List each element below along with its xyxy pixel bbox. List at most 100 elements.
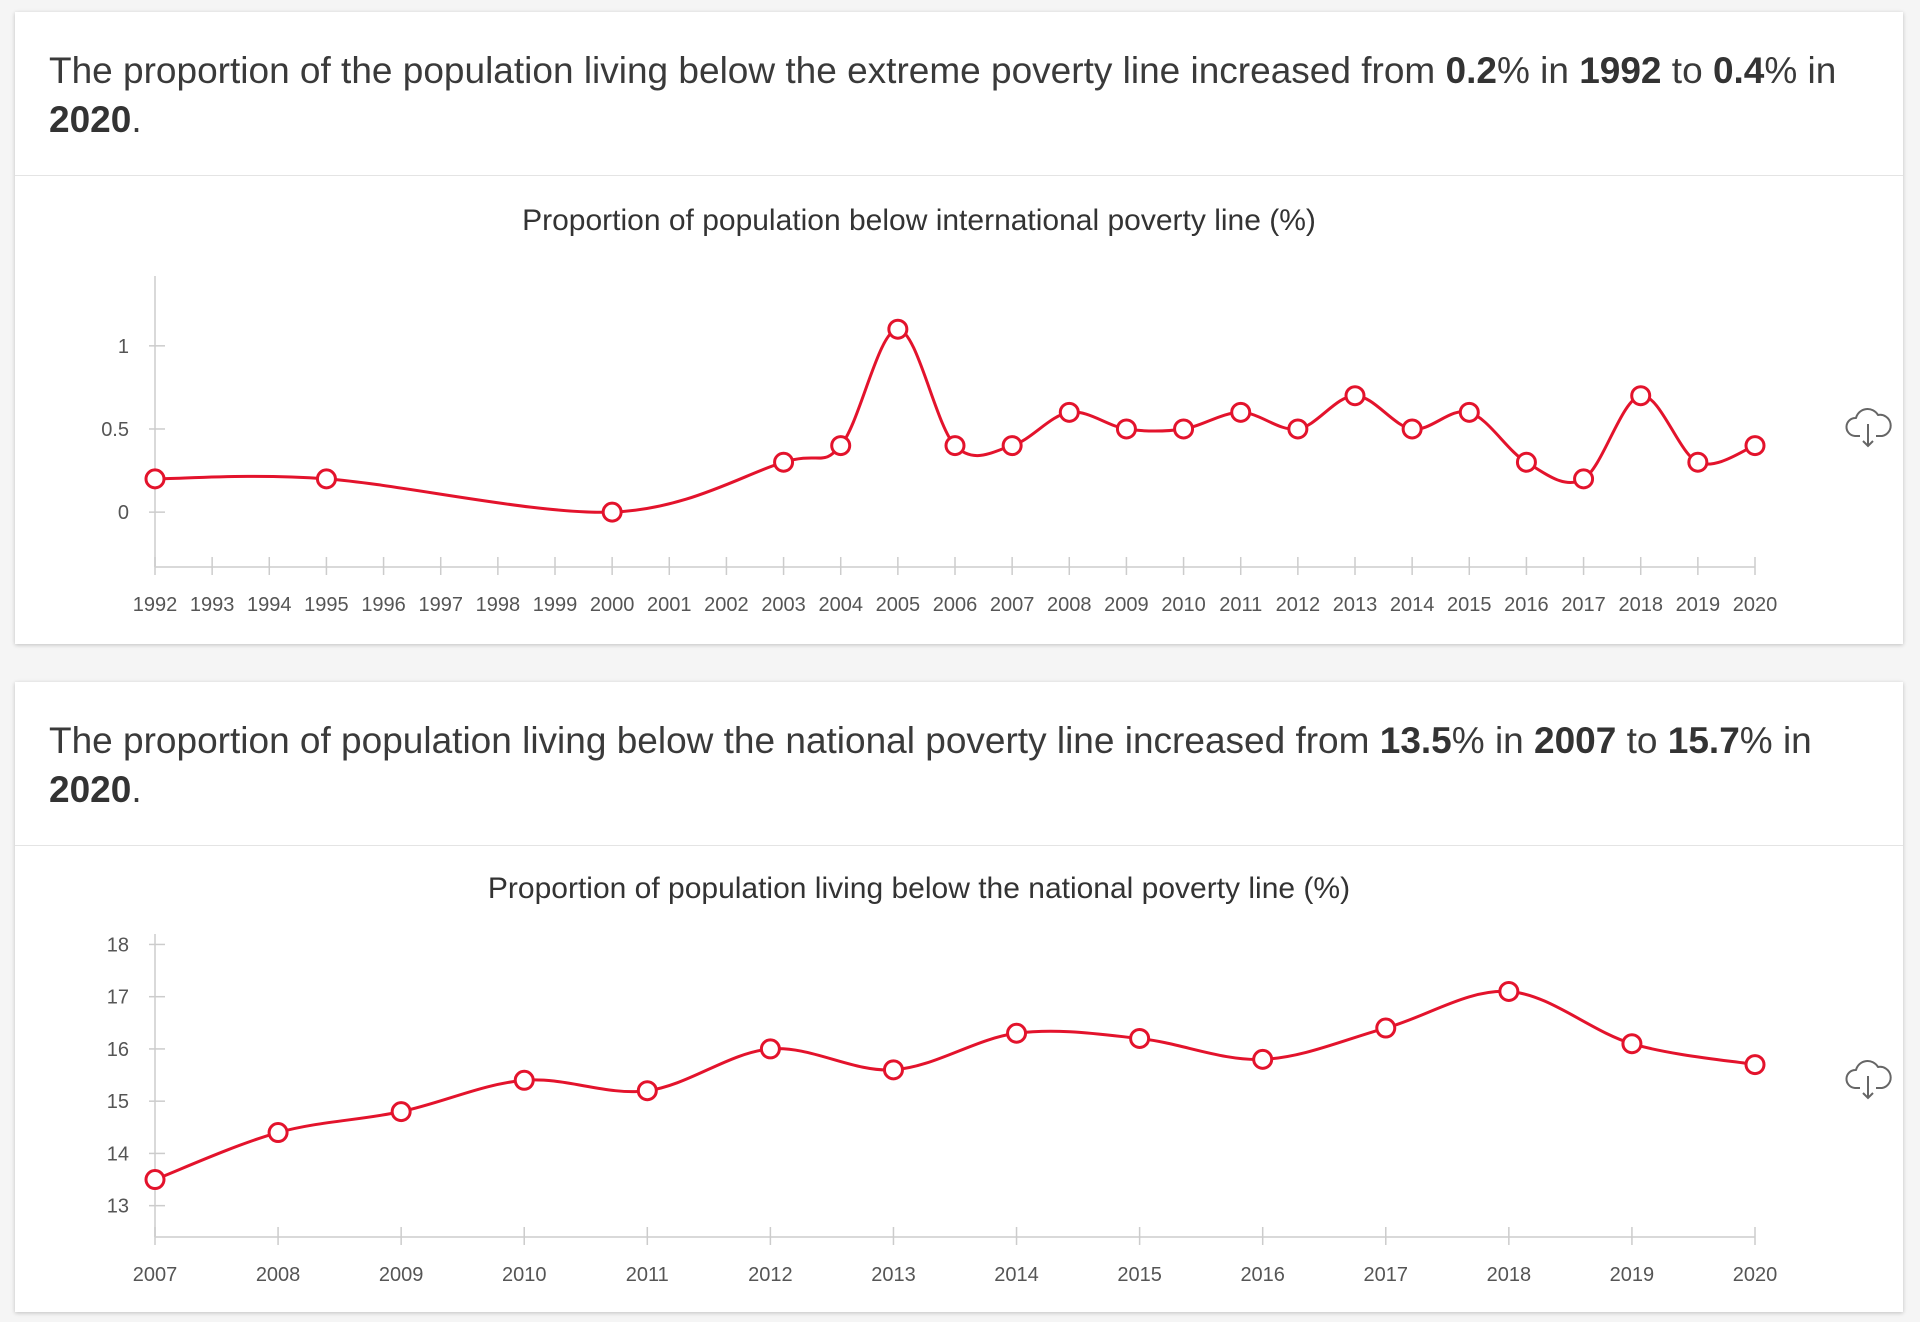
y-tick-label: 16 — [107, 1039, 129, 1061]
card-header: The proportion of the population living … — [15, 12, 1903, 176]
x-tick-label: 2008 — [256, 1264, 301, 1286]
x-tick-label: 2007 — [990, 594, 1035, 616]
x-tick-label: 2007 — [133, 1264, 178, 1286]
data-point[interactable] — [144, 468, 166, 490]
cloud-download-icon[interactable] — [1845, 408, 1892, 448]
cloud-shape — [1845, 1060, 1892, 1089]
data-point[interactable] — [1252, 1048, 1274, 1070]
data-point[interactable] — [315, 468, 337, 490]
x-tick-label: 1993 — [190, 594, 235, 616]
x-tick-label: 2016 — [1504, 594, 1549, 616]
x-tick-label: 2004 — [818, 594, 863, 616]
data-point[interactable] — [1115, 418, 1137, 440]
x-tick-label: 2011 — [1219, 594, 1262, 616]
data-point[interactable] — [1375, 1017, 1397, 1039]
data-point[interactable] — [1344, 385, 1366, 407]
data-point[interactable] — [1630, 385, 1652, 407]
data-point[interactable] — [944, 435, 966, 457]
x-tick-label: 2009 — [1104, 594, 1149, 616]
x-tick-label: 2018 — [1487, 1264, 1532, 1286]
x-tick-label: 2013 — [1333, 594, 1378, 616]
x-tick-label: 2010 — [502, 1264, 547, 1286]
x-tick-label: 1992 — [133, 594, 178, 616]
data-point[interactable] — [773, 451, 795, 473]
x-tick-label: 2014 — [1390, 594, 1435, 616]
data-point[interactable] — [759, 1038, 781, 1060]
x-tick-label: 1995 — [304, 594, 349, 616]
x-tick-label: 2017 — [1561, 594, 1606, 616]
x-tick-label: 2019 — [1676, 594, 1721, 616]
x-tick-label: 2015 — [1117, 1264, 1162, 1286]
x-tick-label: 2018 — [1618, 594, 1663, 616]
chart-title: Proportion of population living below th… — [488, 872, 1350, 905]
y-tick-label: 0 — [118, 502, 129, 524]
y-tick-label: 13 — [107, 1196, 129, 1218]
cloud-download-icon[interactable] — [1845, 1060, 1892, 1100]
y-tick-label: 14 — [107, 1143, 129, 1165]
data-point[interactable] — [1001, 435, 1023, 457]
headline: The proportion of the population living … — [49, 50, 1837, 140]
x-tick-label: 2010 — [1161, 594, 1206, 616]
y-tick-label: 17 — [107, 987, 129, 1009]
data-point[interactable] — [390, 1101, 412, 1123]
x-tick-label: 1997 — [418, 594, 463, 616]
data-point[interactable] — [1573, 468, 1595, 490]
data-point[interactable] — [1129, 1027, 1151, 1049]
x-tick-label: 2015 — [1447, 594, 1492, 616]
series-line — [154, 989, 1756, 1181]
y-tick-label: 1 — [118, 336, 129, 358]
data-point[interactable] — [887, 318, 909, 340]
data-point[interactable] — [1230, 401, 1252, 423]
data-point[interactable] — [882, 1059, 904, 1081]
data-point[interactable] — [1621, 1033, 1643, 1055]
chart-title: Proportion of population below internati… — [522, 204, 1316, 237]
x-tick-label: 1999 — [533, 594, 578, 616]
arrow-head — [1862, 440, 1874, 448]
data-point[interactable] — [830, 435, 852, 457]
data-point[interactable] — [1515, 451, 1537, 473]
data-point[interactable] — [1006, 1022, 1028, 1044]
data-point[interactable] — [1498, 980, 1520, 1002]
data-point[interactable] — [1058, 401, 1080, 423]
x-tick-label: 2002 — [704, 594, 749, 616]
data-point[interactable] — [1458, 401, 1480, 423]
card-header: The proportion of population living belo… — [15, 682, 1903, 846]
x-tick-label: 2001 — [647, 594, 692, 616]
x-tick-label: 2006 — [933, 594, 978, 616]
x-tick-label: 2020 — [1733, 1264, 1778, 1286]
series-line — [154, 327, 1756, 514]
x-tick-label: 1998 — [476, 594, 521, 616]
cloud-shape — [1845, 408, 1892, 437]
x-tick-label: 2005 — [876, 594, 921, 616]
data-point[interactable] — [636, 1080, 658, 1102]
line-chart-national-poverty: Proportion of population living below th… — [107, 872, 1892, 1286]
x-tick-label: 2008 — [1047, 594, 1092, 616]
data-point[interactable] — [1687, 451, 1709, 473]
data-point[interactable] — [1287, 418, 1309, 440]
x-tick-label: 2020 — [1733, 594, 1778, 616]
line-chart-international-poverty: Proportion of population below internati… — [101, 204, 1892, 616]
x-tick-label: 2019 — [1610, 1264, 1655, 1286]
chart-card-international-poverty: The proportion of the population living … — [15, 12, 1903, 644]
x-tick-label: 2013 — [871, 1264, 916, 1286]
data-point[interactable] — [1744, 1054, 1766, 1076]
data-point[interactable] — [513, 1069, 535, 1091]
data-point[interactable] — [1173, 418, 1195, 440]
data-point[interactable] — [144, 1169, 166, 1191]
data-point[interactable] — [1744, 435, 1766, 457]
x-tick-label: 2016 — [1240, 1264, 1285, 1286]
headline: The proportion of population living belo… — [49, 720, 1812, 810]
data-point[interactable] — [267, 1122, 289, 1144]
x-tick-label: 2000 — [590, 594, 635, 616]
arrow-head — [1862, 1092, 1874, 1100]
x-tick-label: 2011 — [626, 1264, 669, 1286]
x-tick-label: 1996 — [361, 594, 406, 616]
y-tick-label: 18 — [107, 934, 129, 956]
y-tick-label: 0.5 — [101, 419, 129, 441]
data-point[interactable] — [601, 501, 623, 523]
x-tick-label: 2003 — [761, 594, 806, 616]
chart-card-national-poverty: The proportion of population living belo… — [15, 682, 1903, 1312]
x-tick-label: 2012 — [1276, 594, 1321, 616]
data-point[interactable] — [1401, 418, 1423, 440]
x-tick-label: 2017 — [1364, 1264, 1409, 1286]
